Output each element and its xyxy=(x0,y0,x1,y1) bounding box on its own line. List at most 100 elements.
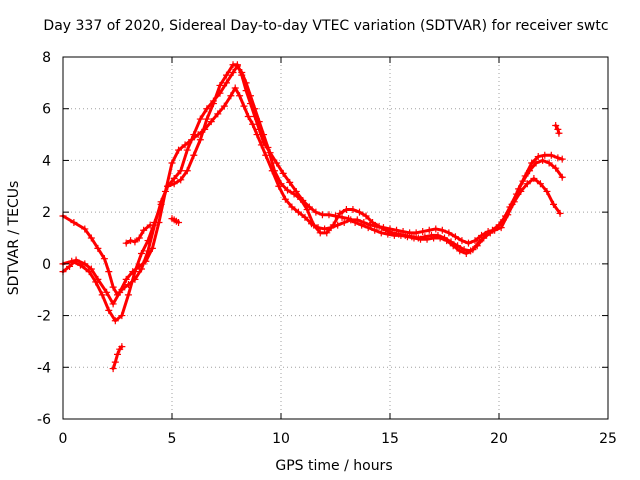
data-point xyxy=(249,120,257,128)
data-point xyxy=(251,105,259,113)
x-tick-label: 25 xyxy=(599,431,617,447)
data-point xyxy=(214,110,222,118)
data-point xyxy=(547,151,555,159)
chart-title: Day 337 of 2020, Sidereal Day-to-day VTE… xyxy=(43,18,608,34)
data-point xyxy=(530,175,538,183)
data-point xyxy=(506,203,514,211)
data-point xyxy=(454,242,462,250)
series-trace-b xyxy=(59,84,564,308)
data-point xyxy=(122,239,130,247)
data-point xyxy=(233,62,241,70)
y-tick-label: 2 xyxy=(42,205,51,221)
y-tick-label: -6 xyxy=(37,412,51,428)
data-point xyxy=(499,216,507,224)
data-point xyxy=(124,291,132,299)
data-point xyxy=(203,115,211,123)
data-point xyxy=(216,89,224,97)
data-point xyxy=(347,216,355,224)
data-point xyxy=(127,237,135,245)
data-point xyxy=(445,229,453,237)
data-point xyxy=(310,221,318,229)
data-point xyxy=(118,312,126,320)
data-point xyxy=(207,118,215,126)
data-point xyxy=(216,81,224,89)
data-point xyxy=(164,182,172,190)
data-point xyxy=(109,365,117,373)
data-point xyxy=(175,146,183,154)
data-point xyxy=(523,180,531,188)
cluster-low-dip xyxy=(109,343,126,373)
data-point xyxy=(558,173,566,181)
data-point xyxy=(279,169,287,177)
data-point xyxy=(94,244,102,252)
data-point xyxy=(146,221,154,229)
data-point xyxy=(425,226,433,234)
data-point xyxy=(382,226,390,234)
data-point xyxy=(451,233,459,241)
x-tick-label: 10 xyxy=(272,431,290,447)
data-point xyxy=(177,176,185,184)
data-point xyxy=(297,195,305,203)
data-point xyxy=(183,167,191,175)
data-point xyxy=(168,159,176,167)
data-point xyxy=(338,213,346,221)
data-point xyxy=(401,231,409,239)
data-point xyxy=(246,92,254,100)
data-point xyxy=(325,211,333,219)
data-point xyxy=(288,203,296,211)
data-point xyxy=(137,250,145,258)
y-tick-label: -2 xyxy=(37,309,51,325)
data-point xyxy=(223,71,230,79)
data-point xyxy=(260,131,268,139)
x-axis-label: GPS time / hours xyxy=(275,458,392,474)
data-point xyxy=(190,131,198,139)
data-point xyxy=(360,218,368,226)
data-point xyxy=(183,146,191,154)
data-point xyxy=(323,229,331,237)
data-point xyxy=(493,224,501,232)
data-point xyxy=(550,200,557,208)
data-point xyxy=(181,141,189,149)
data-point xyxy=(395,230,403,238)
data-point xyxy=(460,246,468,254)
data-point xyxy=(536,180,544,188)
data-point xyxy=(541,151,549,159)
data-series xyxy=(59,61,566,373)
data-point xyxy=(419,228,427,236)
y-tick-label: 0 xyxy=(42,257,51,273)
data-point xyxy=(458,237,466,245)
data-point xyxy=(135,234,143,242)
data-point xyxy=(220,102,228,110)
data-point xyxy=(471,237,479,245)
data-point xyxy=(238,69,246,77)
data-point xyxy=(255,118,263,126)
data-point xyxy=(532,159,540,167)
data-point xyxy=(81,260,89,268)
data-point xyxy=(100,255,108,263)
grid-lines xyxy=(63,57,608,419)
data-point xyxy=(539,156,547,164)
data-point xyxy=(519,177,527,185)
data-point xyxy=(301,213,309,221)
data-point xyxy=(318,211,326,219)
data-point xyxy=(369,218,377,226)
data-point xyxy=(105,306,113,314)
data-point xyxy=(329,221,337,229)
data-point xyxy=(342,206,350,214)
data-point xyxy=(303,206,311,214)
data-point xyxy=(480,234,488,242)
data-point xyxy=(355,208,363,216)
data-point xyxy=(512,190,520,198)
data-point xyxy=(467,247,475,255)
data-point xyxy=(229,69,237,77)
cluster-late-outlier xyxy=(552,122,563,137)
data-point xyxy=(98,291,106,299)
y-tick-label: 8 xyxy=(42,50,51,66)
data-point xyxy=(196,136,204,144)
cluster-mid-rise xyxy=(122,221,154,247)
data-point xyxy=(286,178,294,186)
data-point xyxy=(543,187,551,195)
data-point xyxy=(118,343,126,351)
data-point xyxy=(552,122,560,130)
